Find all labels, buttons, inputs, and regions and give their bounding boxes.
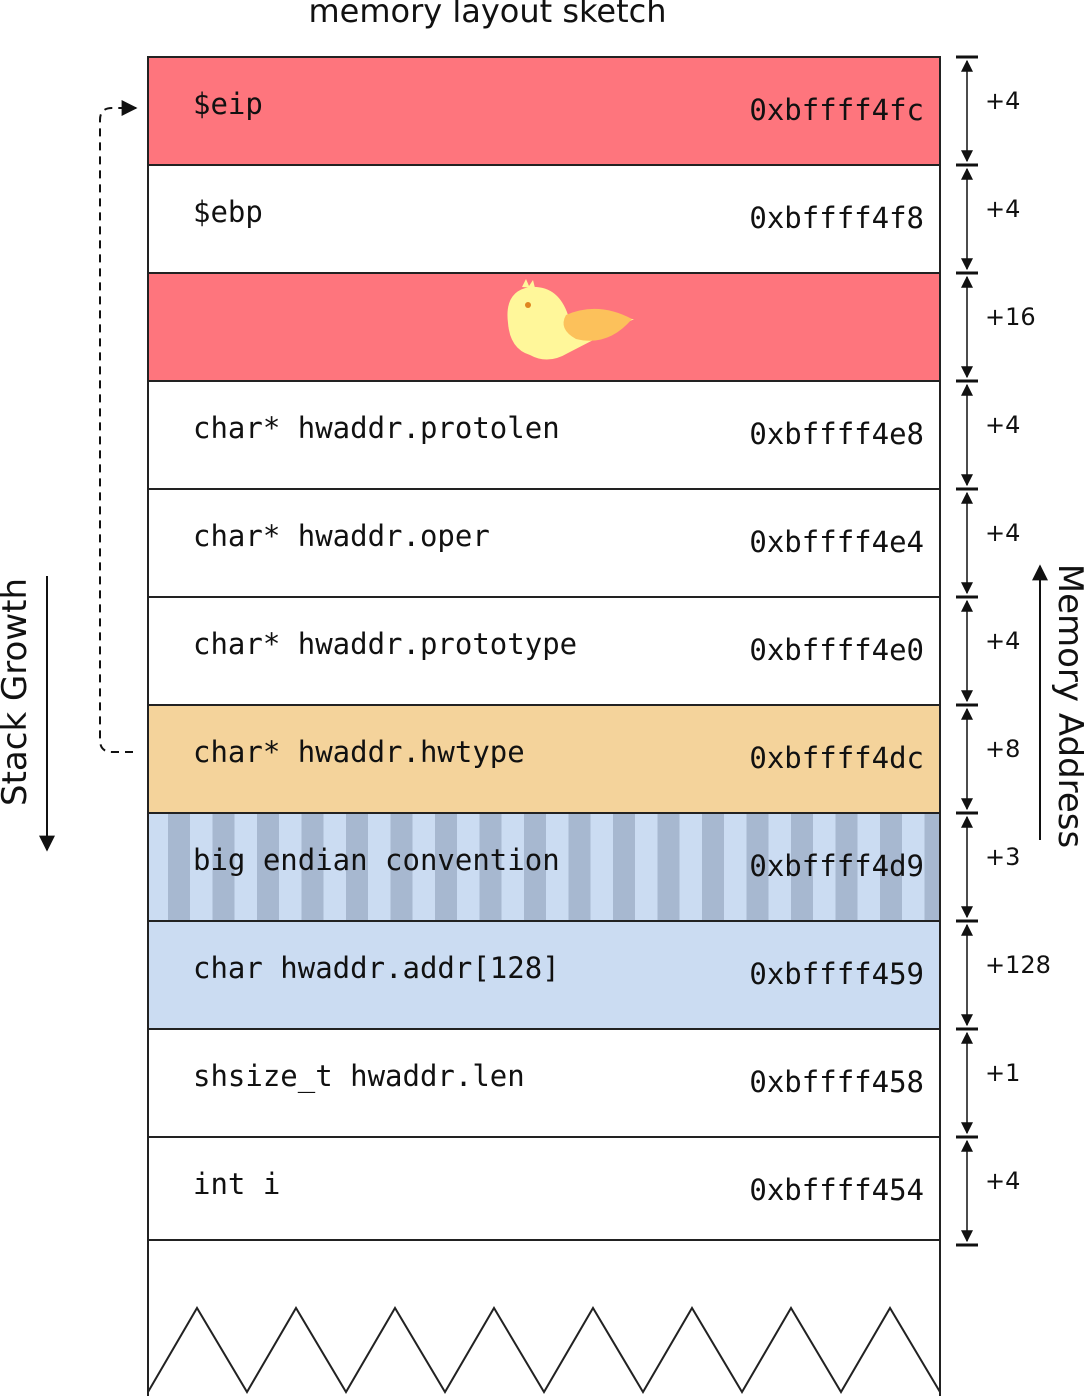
- size-bracket: [956, 487, 978, 599]
- row-label: char* hwaddr.hwtype: [193, 735, 525, 769]
- stack-row: [147, 380, 941, 490]
- overflow-dashed-arrow: [99, 100, 138, 753]
- stack-row: [147, 1028, 941, 1138]
- row-size: +1: [985, 1059, 1021, 1087]
- stack-rows: [147, 56, 941, 1246]
- stack-row: [147, 56, 941, 166]
- size-bracket: [956, 919, 978, 1031]
- row-address: 0xbffff4e0: [749, 633, 924, 667]
- memory-address-label: Memory Address: [1050, 563, 1084, 849]
- size-bracket: [956, 811, 978, 923]
- stack-row-box: [147, 1028, 941, 1138]
- row-label: char* hwaddr.oper: [193, 519, 490, 553]
- row-address: 0xbffff458: [749, 1065, 924, 1099]
- stripe: [657, 814, 680, 920]
- stack-row: [147, 704, 941, 814]
- size-bracket: [956, 271, 978, 383]
- stripe: [924, 814, 940, 920]
- stack-row: [147, 596, 941, 706]
- zigzag-break: [147, 1306, 941, 1394]
- row-size: +4: [985, 519, 1021, 547]
- row-label: char* hwaddr.prototype: [193, 627, 578, 661]
- stack-growth-label: Stack Growth: [0, 577, 35, 806]
- stripe: [479, 814, 502, 920]
- row-size: +4: [985, 411, 1021, 439]
- stack-row-box: [147, 1136, 941, 1246]
- row-label: $eip: [193, 87, 263, 121]
- row-address: 0xbffff4e4: [749, 525, 924, 559]
- row-size: +4: [985, 87, 1021, 115]
- row-size: +4: [985, 1167, 1021, 1195]
- size-brackets: [956, 55, 978, 1247]
- size-bracket: [956, 55, 978, 167]
- stripe: [524, 814, 546, 920]
- stack-row-box: [147, 596, 941, 706]
- stack-row: [147, 272, 941, 382]
- row-address: 0xbffff4fc: [749, 93, 924, 127]
- row-label: big endian convention: [193, 843, 560, 877]
- stripe: [835, 814, 858, 920]
- stripe: [301, 814, 324, 920]
- stripe: [702, 814, 724, 920]
- row-size: +16: [985, 303, 1036, 331]
- diagram-title: memory layout sketch: [308, 0, 667, 30]
- stack-row: [147, 920, 941, 1030]
- size-bracket: [956, 163, 978, 275]
- stack-row-box: [147, 56, 941, 166]
- size-bracket: [956, 1027, 978, 1139]
- stripe: [346, 814, 368, 920]
- size-bracket: [956, 703, 978, 815]
- row-address: 0xbffff4f8: [749, 201, 924, 235]
- canary-bird-icon: [507, 279, 634, 360]
- stripe: [613, 814, 635, 920]
- stripe: [390, 814, 413, 920]
- stack-row: [147, 1136, 941, 1246]
- row-address: 0xbffff4e8: [749, 417, 924, 451]
- row-size: +3: [985, 843, 1021, 871]
- stack-row-box: [147, 704, 941, 814]
- row-address: 0xbffff4dc: [749, 741, 924, 775]
- stack-row-box: [147, 380, 941, 490]
- row-label: char* hwaddr.protolen: [193, 411, 560, 445]
- stripe: [880, 814, 902, 920]
- stripe: [791, 814, 813, 920]
- row-size: +128: [985, 951, 1051, 979]
- size-bracket: [956, 595, 978, 707]
- row-address: 0xbffff4d9: [749, 849, 924, 883]
- stack-row-box: [147, 488, 941, 598]
- row-size: +4: [985, 627, 1021, 655]
- continuation-block: [147, 1239, 941, 1396]
- stack-row-box: [147, 920, 941, 1030]
- row-label: $ebp: [193, 195, 263, 229]
- row-address: 0xbffff454: [749, 1173, 924, 1207]
- row-address: 0xbffff459: [749, 957, 924, 991]
- stack-row: [147, 164, 941, 274]
- row-label: shsize_t hwaddr.len: [193, 1059, 525, 1093]
- stripe: [568, 814, 591, 920]
- row-label: char hwaddr.addr[128]: [193, 951, 560, 985]
- stack-row: [147, 812, 941, 922]
- stripe: [168, 814, 190, 920]
- stripe: [746, 814, 769, 920]
- row-size: +8: [985, 735, 1021, 763]
- stripe: [257, 814, 279, 920]
- stack-row-box: [147, 164, 941, 274]
- row-label: int i: [193, 1167, 281, 1201]
- stack-row: [147, 488, 941, 598]
- size-bracket: [956, 1135, 978, 1247]
- stripe: [435, 814, 457, 920]
- row-size: +4: [985, 195, 1021, 223]
- stripe: [212, 814, 235, 920]
- size-bracket: [956, 379, 978, 491]
